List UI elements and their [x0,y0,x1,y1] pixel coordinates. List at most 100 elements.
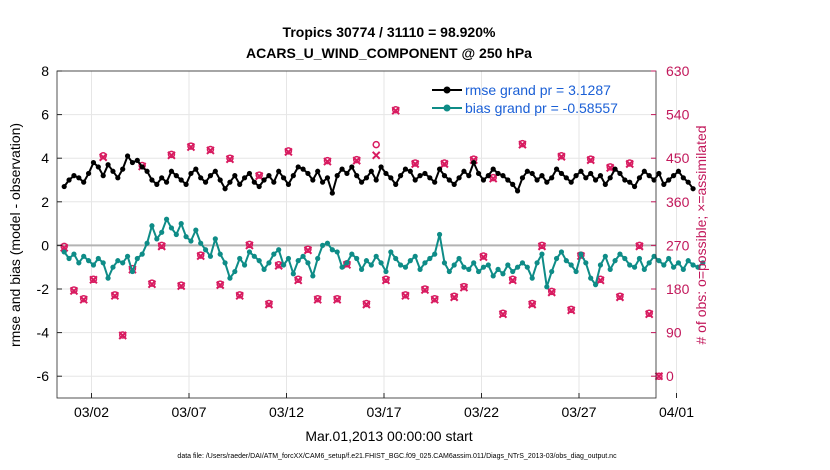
bias-point [344,260,350,266]
bias-point [300,253,306,259]
obs-possible-marker [206,145,215,154]
bias-point [685,258,691,264]
bias-point [256,258,262,264]
bias-point [319,242,326,248]
obs-assimilated-marker [605,163,615,173]
rmse-point [636,175,643,181]
rmse-point [276,168,282,174]
bias-point [363,258,370,264]
bias-point [105,275,111,281]
obs-possible-marker [79,294,88,303]
rmse-point [651,177,657,183]
obs-assimilated-marker [625,159,634,169]
y-right-tick-label: 360 [666,194,690,210]
rmse-point [183,181,189,187]
y-axis-right-label: # of obs: o=possible; ×=assimilated [693,125,709,344]
rmse-point [139,164,145,170]
rmse-point [212,168,218,174]
plot-area [57,71,656,398]
bias-point [651,253,657,259]
rmse-point [222,186,228,192]
y-right-tick-label: 0 [666,368,674,384]
rmse-point [685,179,691,185]
rmse-point [246,170,253,177]
y-tick-label: 8 [41,63,49,79]
obs-possible-marker [255,171,263,179]
rmse-point [66,177,72,183]
bias-point [285,255,292,262]
rmse-point [76,175,82,181]
rmse-point [373,177,379,183]
rmse-point [544,179,550,185]
rmse-point [100,173,106,179]
obs-assimilated-marker [362,300,371,309]
bias-point [124,253,131,259]
obs-possible-marker [557,152,566,160]
bias-point [85,258,92,264]
rmse-point [407,168,413,174]
rmse-point [675,168,682,174]
rmse-point [656,170,662,177]
rmse-point [631,183,638,190]
bias-point [480,264,487,270]
rmse-point [607,175,613,181]
y-tick-label: -4 [37,325,50,341]
obs-assimilated-marker [284,147,293,157]
bias-point [378,260,384,266]
rmse-point [310,177,316,183]
obs-assimilated-marker [303,246,313,255]
obs-assimilated-marker [264,300,274,309]
legend: rmse grand pr = 3.1287 bias grand pr = -… [432,82,618,116]
obs-assimilated-marker [430,295,439,304]
rmse-point [383,170,389,177]
rmse-point [271,179,277,185]
rmse-point [256,183,262,190]
rmse-point [539,173,545,179]
obs-assimilated-marker [401,291,410,300]
bias-point [500,271,506,277]
obs-assimilated-marker [225,154,235,164]
rmse-point [427,175,433,181]
obs-possible-marker [70,286,78,294]
bias-point [251,253,257,259]
rmse-point [207,173,214,179]
obs-assimilated-marker [215,280,225,290]
bias-point [432,251,438,257]
rmse-point [466,173,472,179]
y-right-tick-label: 270 [666,237,690,253]
bias-point [622,255,628,262]
rmse-point [95,164,101,170]
rmse-point [168,168,175,174]
rmse-point [378,164,384,170]
bias-point [592,282,599,288]
rmse-point [232,173,238,179]
bias-point [90,262,97,268]
bias-point [183,234,189,240]
rmse-line [63,155,694,195]
bias-point [271,251,277,257]
obs-assimilated-marker [332,295,342,304]
obs-assimilated-marker [615,293,625,302]
obs-assimilated-marker [635,242,644,251]
bias-point [354,255,360,262]
bias-point [261,266,267,272]
bias-point [193,227,199,233]
obs-possible-marker [313,294,322,303]
bias-point [695,264,701,270]
rmse-point [456,175,462,181]
bias-point [412,253,418,259]
bias-point [227,275,233,281]
rmse-point [417,173,423,179]
bias-point [66,255,72,262]
bias-point [627,262,633,268]
bias-point [324,240,331,246]
bias-point [436,231,443,238]
rmse-point [412,177,418,183]
obs-assimilated-marker [537,242,547,251]
rmse-point [193,166,199,172]
rmse-point [534,177,540,183]
rmse-point [446,177,452,183]
bias-point [617,251,623,257]
bias-point [202,247,209,253]
rmse-point [588,170,594,177]
